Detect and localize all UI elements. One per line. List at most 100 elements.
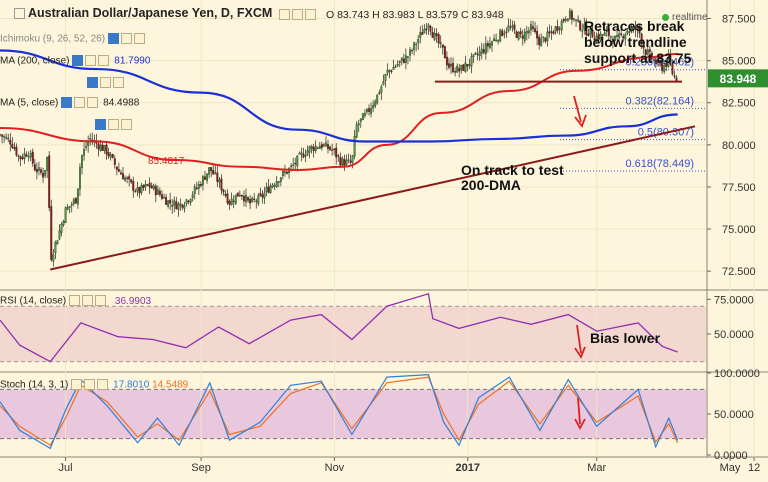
gear-icon[interactable] <box>100 76 111 88</box>
candle-body <box>443 46 446 59</box>
candle-body <box>585 24 588 36</box>
eye-icon[interactable] <box>61 96 73 108</box>
candle-body <box>556 26 559 31</box>
x-tick-label: Sep <box>191 462 211 474</box>
title-icons[interactable] <box>278 7 318 21</box>
gear-icon[interactable] <box>121 32 133 44</box>
gear-icon[interactable] <box>82 294 94 306</box>
candle-body <box>101 144 104 151</box>
candle-body <box>42 172 45 178</box>
candle-body <box>460 65 463 71</box>
legend-ichimoku-icons[interactable] <box>108 32 147 46</box>
gear-icon[interactable] <box>74 96 86 108</box>
eye-icon[interactable] <box>108 32 120 44</box>
candle-body <box>263 192 266 199</box>
annotation-retrace-line2: below trendline <box>584 34 687 50</box>
candle-body <box>648 49 651 52</box>
candle-body <box>532 26 534 29</box>
candle-body <box>581 30 584 32</box>
candle-body <box>11 144 14 148</box>
legend-bb-icons[interactable] <box>95 118 134 132</box>
candle-body <box>70 204 73 206</box>
close-icon[interactable] <box>97 378 109 390</box>
candle-body <box>431 32 434 38</box>
candle-body <box>171 205 174 207</box>
panel-backgrounds <box>0 0 768 458</box>
candle-body <box>283 171 286 173</box>
candle-body <box>44 170 47 176</box>
candle-body <box>158 190 161 195</box>
legend-rsi[interactable]: RSI (14, close) 36.9903 <box>0 294 151 308</box>
candle-body <box>35 169 38 173</box>
gear-icon[interactable] <box>108 118 119 130</box>
close-icon[interactable] <box>121 118 132 130</box>
eye-icon[interactable] <box>72 54 84 66</box>
candle-body <box>222 189 225 193</box>
legend-stoch-icons[interactable] <box>71 378 110 392</box>
candle-body <box>474 52 477 55</box>
candle-body <box>56 240 59 245</box>
stoch-band <box>0 389 706 439</box>
legend-hidden-row[interactable] <box>84 76 126 90</box>
candle-body <box>562 19 565 22</box>
x-tick-label: 12 <box>748 462 760 474</box>
legend-ma5-icons[interactable] <box>61 96 100 110</box>
eye-icon[interactable] <box>87 76 98 88</box>
candle-body <box>603 32 606 36</box>
eye-icon[interactable] <box>71 378 83 390</box>
candle-body <box>398 61 401 63</box>
legend-ma200-icons[interactable] <box>72 54 111 68</box>
close-icon[interactable] <box>113 76 124 88</box>
candle-body <box>333 148 336 150</box>
candle-body <box>527 30 530 34</box>
settings-icon[interactable] <box>291 8 303 20</box>
candle-body <box>339 156 342 166</box>
candle-body <box>130 179 133 183</box>
legend-ma200[interactable]: MA (200, close) 81.7990 <box>0 54 150 68</box>
close-icon[interactable] <box>134 32 146 44</box>
eye-icon[interactable] <box>95 118 106 130</box>
candle-body <box>630 28 633 32</box>
candle-body <box>423 28 426 34</box>
candle-body <box>298 153 301 155</box>
visibility-icon[interactable] <box>278 8 290 20</box>
candle-body <box>236 192 239 197</box>
candle-body <box>466 63 469 67</box>
candle-body <box>542 36 545 38</box>
close-icon[interactable] <box>95 294 107 306</box>
candle-body <box>210 167 213 172</box>
candle-body <box>218 179 221 183</box>
candle-body <box>374 101 377 107</box>
candle-body <box>126 177 129 179</box>
candle-body <box>583 24 586 30</box>
legend-stoch[interactable]: Stoch (14, 3, 1) 17.8010 14.5489 <box>0 378 188 392</box>
legend-rsi-icons[interactable] <box>69 294 108 308</box>
candle-body <box>146 184 149 186</box>
candle-body <box>97 143 100 150</box>
legend-bb-row[interactable] <box>92 118 134 132</box>
candle-body <box>622 36 625 39</box>
candle-body <box>675 77 678 81</box>
collapse-icon[interactable] <box>14 8 25 20</box>
close-icon[interactable] <box>98 54 110 66</box>
legend-ichimoku[interactable]: Ichimoku (9, 26, 52, 26) <box>0 32 147 46</box>
gear-icon[interactable] <box>84 378 96 390</box>
legend-hidden-icons[interactable] <box>87 76 126 90</box>
candle-body <box>195 187 198 189</box>
legend-ma5[interactable]: MA (5, close) 84.4988 <box>0 96 139 110</box>
close-icon[interactable] <box>87 96 99 108</box>
candle-body <box>523 31 526 41</box>
candle-body <box>85 146 88 148</box>
fib-level-label: 0.382(82.164) <box>626 95 695 107</box>
eye-icon[interactable] <box>69 294 81 306</box>
candle-body <box>76 188 79 205</box>
candle-body <box>355 124 358 138</box>
candle-body <box>154 186 157 196</box>
chart-title: Australian Dollar/Japanese Yen, D, FXCM <box>14 6 318 21</box>
candle-body <box>214 172 217 174</box>
candle-body <box>439 42 442 44</box>
close-icon[interactable] <box>304 8 316 20</box>
candle-body <box>132 181 135 191</box>
candle-body <box>568 10 571 19</box>
gear-icon[interactable] <box>85 54 97 66</box>
